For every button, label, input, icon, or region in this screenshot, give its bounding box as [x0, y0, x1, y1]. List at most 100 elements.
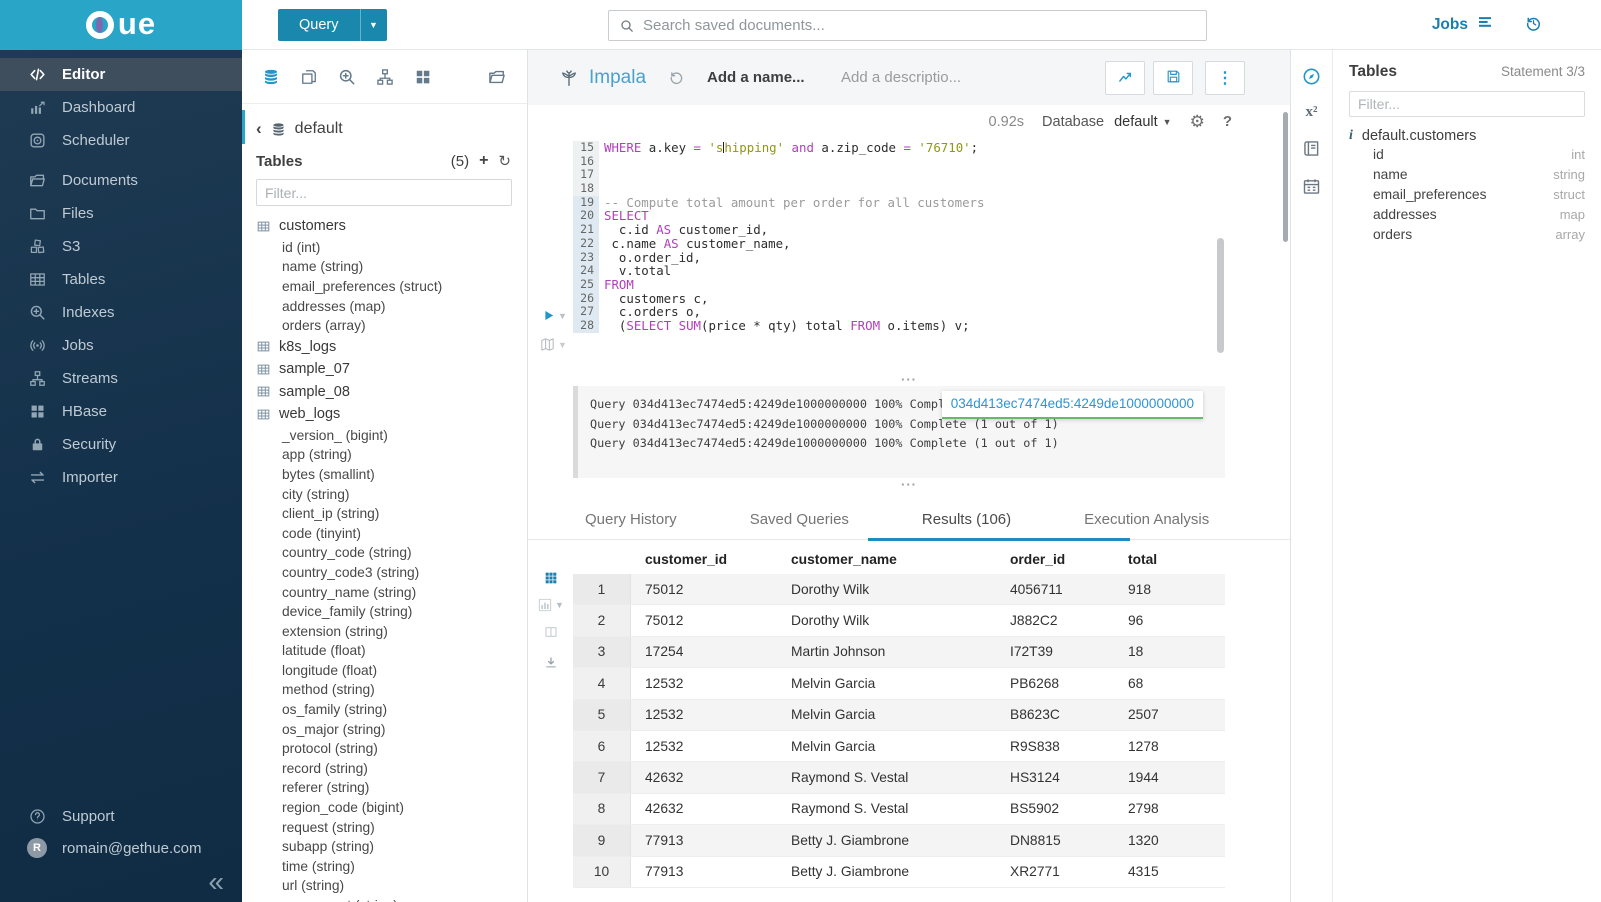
jobs-link[interactable]: Jobs	[1432, 13, 1494, 36]
hue-logo[interactable]: ue	[0, 0, 242, 50]
tree-column[interactable]: protocol (string)	[256, 739, 527, 759]
column-header-order-id[interactable]: order_id	[1010, 552, 1128, 567]
tree-column[interactable]: os_major (string)	[256, 719, 527, 739]
query-dropdown-caret[interactable]: ▼	[360, 9, 387, 41]
column-header-customer-id[interactable]: customer_id	[645, 552, 791, 567]
tree-column[interactable]: addresses (map)	[256, 296, 527, 316]
code-line[interactable]: 15WHERE a.key = 'shipping' and a.zip_cod…	[573, 141, 1290, 155]
query-button[interactable]: Query ▼	[278, 9, 387, 41]
tree-column[interactable]: referer (string)	[256, 778, 527, 798]
tab-saved-queries[interactable]: Saved Queries	[750, 511, 849, 528]
sidebar-item-files[interactable]: Files	[0, 197, 242, 230]
tab-execution-analysis[interactable]: Execution Analysis	[1084, 511, 1209, 528]
search-input[interactable]	[643, 17, 1196, 34]
tree-table-k8s-logs[interactable]: k8s_logs	[256, 335, 527, 358]
tree-column[interactable]: name (string)	[256, 257, 527, 277]
code-line[interactable]: 25FROM	[573, 278, 1290, 292]
table-filter-input[interactable]	[256, 179, 512, 206]
tree-table-sample-07[interactable]: sample_07	[256, 358, 527, 381]
sidebar-item-s3[interactable]: S3	[0, 230, 242, 263]
engine-selector[interactable]: Impala	[558, 67, 646, 89]
column-header-customer-name[interactable]: customer_name	[791, 552, 1010, 567]
help-icon[interactable]: ?	[1223, 113, 1232, 130]
tree-column[interactable]: email_preferences (struct)	[256, 277, 527, 297]
editor-scrollbar[interactable]	[1217, 238, 1224, 353]
query-description-input[interactable]	[841, 69, 991, 86]
resize-handle-top[interactable]: ···	[528, 373, 1290, 386]
sidebar-item-jobs[interactable]: Jobs	[0, 329, 242, 362]
execute-button[interactable]: ▼	[541, 308, 567, 323]
history-icon[interactable]	[1524, 14, 1543, 36]
tree-column[interactable]: country_code3 (string)	[256, 563, 527, 583]
tree-column[interactable]: country_name (string)	[256, 582, 527, 602]
sidebar-collapse-button[interactable]: «	[208, 868, 224, 896]
tree-column[interactable]: id (int)	[256, 238, 527, 258]
sidebar-item-dashboard[interactable]: Dashboard	[0, 91, 242, 124]
tree-column[interactable]: country_code (string)	[256, 543, 527, 563]
calendar-icon[interactable]	[1301, 176, 1322, 197]
code-line[interactable]: 27 c.orders o,	[573, 305, 1290, 319]
tree-column[interactable]: orders (array)	[256, 316, 527, 336]
tree-column[interactable]: subapp (string)	[256, 837, 527, 857]
grid-view-icon[interactable]	[543, 570, 559, 586]
right-column-email-preferences[interactable]: email_preferencesstruct	[1349, 184, 1585, 204]
support-link[interactable]: Support	[0, 800, 242, 832]
sitemap-icon[interactable]	[375, 67, 395, 87]
explorer-compass-icon[interactable]	[1301, 66, 1322, 87]
tree-column[interactable]: latitude (float)	[256, 641, 527, 661]
language-reference-icon[interactable]	[1301, 138, 1322, 159]
right-column-orders[interactable]: ordersarray	[1349, 225, 1585, 245]
code-line[interactable]: 28 (SELECT SUM(price * qty) total FROM o…	[573, 319, 1290, 333]
tree-table-customers[interactable]: customers	[256, 215, 527, 238]
tree-column[interactable]: longitude (float)	[256, 661, 527, 681]
code-line[interactable]: 20SELECT	[573, 209, 1290, 223]
result-row[interactable]: 317254Martin JohnsonI72T3918	[573, 637, 1225, 668]
tree-column[interactable]: city (string)	[256, 484, 527, 504]
code-line[interactable]: 17	[573, 168, 1290, 182]
tree-column[interactable]: device_family (string)	[256, 602, 527, 622]
tree-column[interactable]: client_ip (string)	[256, 504, 527, 524]
code-line[interactable]: 22 c.name AS customer_name,	[573, 237, 1290, 251]
chart-view-icon[interactable]: ▼	[537, 597, 564, 613]
execute-caret-icon[interactable]: ▼	[558, 311, 567, 321]
right-filter-input[interactable]	[1349, 91, 1585, 117]
code-line[interactable]: 18	[573, 182, 1290, 196]
map-book-icon[interactable]: ▼	[539, 336, 567, 353]
gear-icon[interactable]: ⚙	[1190, 112, 1205, 132]
result-row[interactable]: 612532Melvin GarciaR9S8381278	[573, 731, 1225, 762]
database-select[interactable]: default ▼	[1114, 114, 1171, 130]
tab-query-history[interactable]: Query History	[585, 511, 677, 528]
sidebar-item-streams[interactable]: Streams	[0, 362, 242, 395]
result-row[interactable]: 977913Betty J. GiambroneDN88151320	[573, 825, 1225, 856]
code-line[interactable]: 24 v.total	[573, 264, 1290, 278]
right-column-name[interactable]: namestring	[1349, 164, 1585, 184]
documents-copy-icon[interactable]	[299, 67, 319, 87]
tree-column[interactable]: _version_ (bigint)	[256, 425, 527, 445]
tree-column[interactable]: url (string)	[256, 876, 527, 896]
tree-column[interactable]: user_agent (string)	[256, 896, 527, 902]
search-plus-icon[interactable]	[337, 67, 357, 87]
functions-icon[interactable]: x²	[1306, 104, 1318, 121]
tree-table-sample-08[interactable]: sample_08	[256, 380, 527, 403]
tree-column[interactable]: bytes (smallint)	[256, 465, 527, 485]
tree-column[interactable]: request (string)	[256, 817, 527, 837]
sidebar-item-hbase[interactable]: HBase	[0, 395, 242, 428]
main-scrollbar[interactable]	[1283, 112, 1288, 242]
result-row[interactable]: 842632Raymond S. VestalBS59022798	[573, 794, 1225, 825]
download-icon[interactable]	[543, 655, 559, 671]
user-account[interactable]: R romain@gethue.com	[0, 832, 242, 864]
right-column-addresses[interactable]: addressesmap	[1349, 205, 1585, 225]
apps-grid-icon[interactable]	[413, 67, 433, 87]
more-actions-button[interactable]: ⋮	[1205, 61, 1245, 95]
sidebar-item-security[interactable]: Security	[0, 428, 242, 461]
tree-column[interactable]: code (tinyint)	[256, 523, 527, 543]
database-breadcrumb[interactable]: ‹ default	[256, 119, 511, 139]
query-name-input[interactable]	[707, 69, 837, 86]
result-row[interactable]: 512532Melvin GarciaB8623C2507	[573, 700, 1225, 731]
tree-column[interactable]: method (string)	[256, 680, 527, 700]
tree-column[interactable]: os_family (string)	[256, 700, 527, 720]
column-header-total[interactable]: total	[1128, 552, 1225, 567]
right-column-id[interactable]: idint	[1349, 144, 1585, 164]
tab-results-106[interactable]: Results (106)	[922, 511, 1011, 528]
sidebar-item-indexes[interactable]: Indexes	[0, 296, 242, 329]
